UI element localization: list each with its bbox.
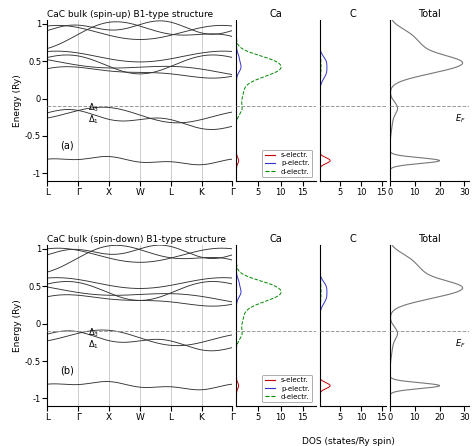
Title: C: C	[349, 9, 356, 19]
Text: $\Delta_1$: $\Delta_1$	[88, 114, 99, 127]
Text: $\Delta_1$: $\Delta_1$	[88, 339, 99, 351]
Legend: s-electr., p-electr., d-electr.: s-electr., p-electr., d-electr.	[262, 375, 312, 402]
Legend: s-electr., p-electr., d-electr.: s-electr., p-electr., d-electr.	[262, 149, 312, 178]
Text: CaC bulk (spin-up) B1-type structure: CaC bulk (spin-up) B1-type structure	[47, 10, 213, 19]
Text: $E_F$: $E_F$	[455, 338, 465, 350]
Title: Total: Total	[418, 9, 441, 19]
Y-axis label: Energy (Ry): Energy (Ry)	[13, 74, 22, 127]
Title: C: C	[349, 234, 356, 244]
Text: (a): (a)	[60, 140, 74, 151]
Title: Ca: Ca	[270, 9, 283, 19]
Text: CaC bulk (spin-down) B1-type structure: CaC bulk (spin-down) B1-type structure	[47, 235, 227, 244]
Text: DOS (states/Ry spin): DOS (states/Ry spin)	[302, 437, 395, 446]
Text: $\Delta_3$: $\Delta_3$	[88, 102, 99, 114]
Text: $\Delta_3$: $\Delta_3$	[88, 327, 99, 339]
Text: (b): (b)	[60, 366, 74, 376]
Y-axis label: Energy (Ry): Energy (Ry)	[13, 299, 22, 352]
Text: $E_F$: $E_F$	[455, 112, 465, 125]
Title: Total: Total	[418, 234, 441, 244]
Title: Ca: Ca	[270, 234, 283, 244]
